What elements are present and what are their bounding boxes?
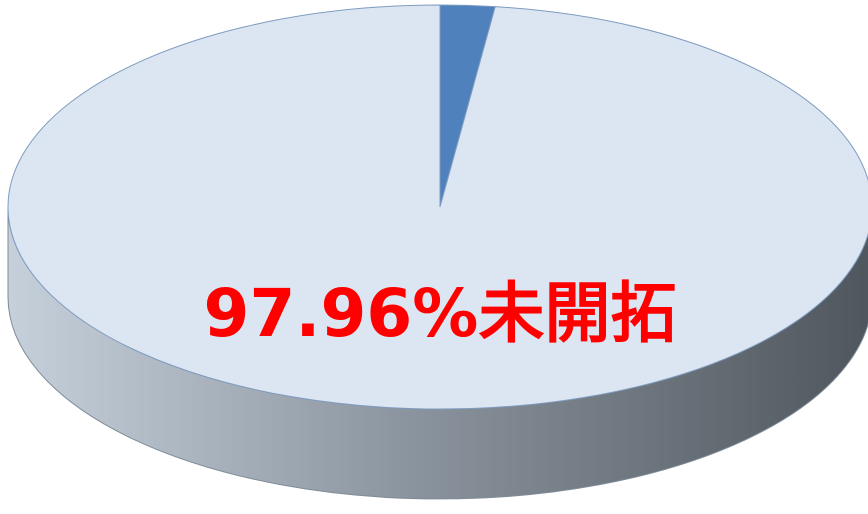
- pie-slice: [7, 4, 868, 410]
- value-label: 97.96%: [204, 275, 479, 352]
- category-label: 未開拓: [478, 275, 676, 352]
- slice-label: 97.96%未開拓: [204, 275, 677, 352]
- pie: 97.96%未開拓: [7, 4, 868, 500]
